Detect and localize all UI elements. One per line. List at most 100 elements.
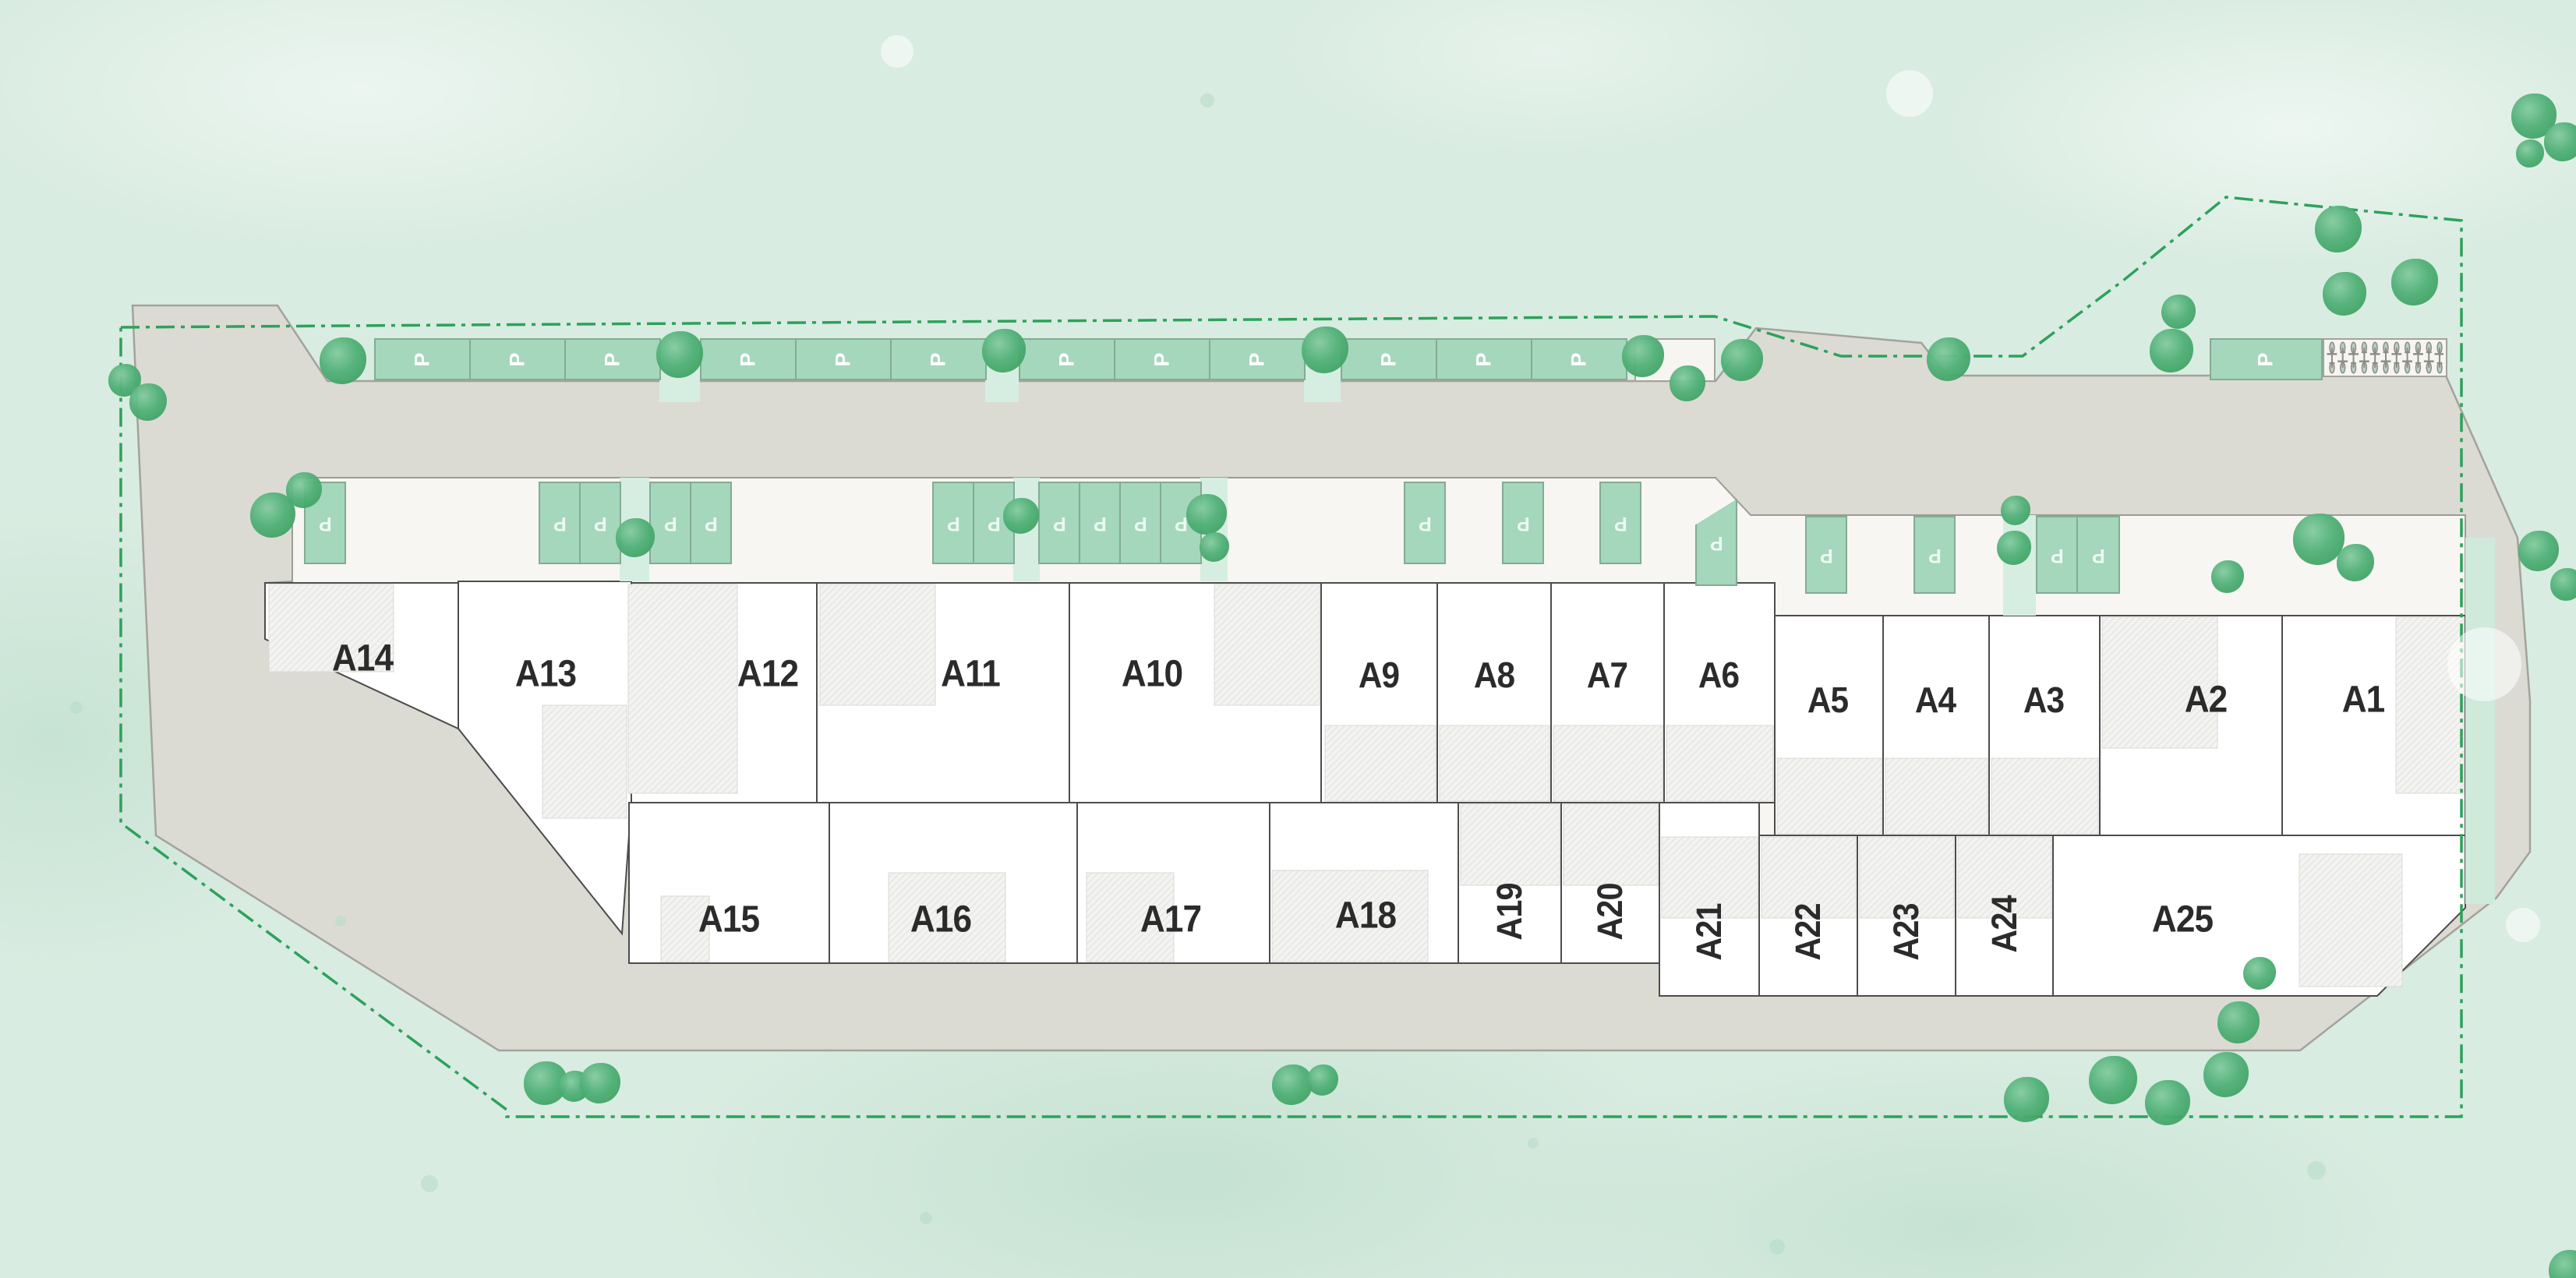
driveway-stall: P <box>649 482 691 564</box>
lot-label-a11[interactable]: A11 <box>941 653 1001 695</box>
stall-letter: P <box>946 512 960 535</box>
stall-letter: P <box>1516 512 1530 535</box>
bike-rack <box>2323 338 2447 377</box>
stall-letter: P <box>1245 351 1269 367</box>
lot-label-a14[interactable]: A14 <box>331 637 394 680</box>
parking-stall: P <box>1209 338 1306 380</box>
stall-letter: P <box>1150 351 1174 367</box>
parking-stall: P <box>469 338 566 380</box>
lot-label-a5[interactable]: A5 <box>1807 680 1849 720</box>
parking-stall: P <box>1019 338 1115 380</box>
driveway-stall: P <box>1038 482 1080 564</box>
building-pads <box>268 584 2465 987</box>
lot-label-a19[interactable]: A19 <box>1489 883 1529 941</box>
lot-label-a3[interactable]: A3 <box>2023 680 2065 720</box>
stall-letter: P <box>1819 544 1833 567</box>
driveway-stall: P <box>690 482 732 564</box>
stall-letter: P <box>926 351 950 367</box>
road-pocket <box>1634 338 1716 382</box>
lot-label-a21[interactable]: A21 <box>1689 903 1729 961</box>
lot-label-a15[interactable]: A15 <box>698 898 760 941</box>
driveway-stall: P <box>1502 482 1544 564</box>
green-verge-strip <box>2465 538 2495 904</box>
stall-letter: P <box>600 351 624 367</box>
stall-letter: P <box>1567 351 1591 367</box>
stall-letter: P <box>1052 512 1066 535</box>
lot-label-a4[interactable]: A4 <box>1914 680 1956 720</box>
planting-band <box>985 337 1019 402</box>
driveway-stall: P <box>304 482 346 564</box>
driveway-stall: P <box>539 482 581 564</box>
lot-label-a25[interactable]: A25 <box>2151 898 2214 941</box>
stall-letter: P <box>1709 531 1723 554</box>
parking-stall: P <box>374 338 471 380</box>
stall-letter: P <box>410 351 434 367</box>
stall-letter: P <box>1376 351 1401 367</box>
driveway-stall: P <box>932 482 974 564</box>
lot-a25[interactable] <box>2052 835 2466 997</box>
lot-label-a24[interactable]: A24 <box>1984 895 2024 953</box>
parking-stall: P <box>1114 338 1210 380</box>
driveway-stall: P <box>973 482 1015 564</box>
lot-label-a2[interactable]: A2 <box>2184 679 2228 721</box>
stall-letter: P <box>1613 512 1627 535</box>
stall-letter: P <box>1928 544 1942 567</box>
stall-letter: P <box>2091 544 2105 567</box>
stall-letter: P <box>505 351 529 367</box>
stall-letter: P <box>1472 351 1496 367</box>
driveway-stall: P <box>2076 516 2120 594</box>
lot-label-a22[interactable]: A22 <box>1788 903 1828 961</box>
lot-label-a7[interactable]: A7 <box>1586 655 1628 695</box>
stall-letter: P <box>831 351 855 367</box>
lot-label-a18[interactable]: A18 <box>1334 895 1397 937</box>
parking-stall: P <box>890 338 987 380</box>
lot-label-a23[interactable]: A23 <box>1886 903 1926 961</box>
lot-label-a17[interactable]: A17 <box>1140 898 1202 941</box>
driveway-stall: P <box>1119 482 1161 564</box>
parking-stall: P <box>795 338 892 380</box>
planting-band <box>620 478 649 581</box>
driveway-stall: P <box>1913 516 1956 594</box>
stall-letter: P <box>318 512 332 535</box>
driveway-stall: P <box>1599 482 1641 564</box>
stall-letter: P <box>987 512 1001 535</box>
planting-band <box>659 337 700 402</box>
lot-label-a9[interactable]: A9 <box>1358 655 1400 695</box>
lot-label-a16[interactable]: A16 <box>910 898 972 941</box>
driveway-stall: P <box>1079 482 1121 564</box>
stall-letter: P <box>553 512 567 535</box>
driveway-stall: P <box>1160 482 1202 564</box>
driveway-stall: P <box>1404 482 1446 564</box>
lot-label-a13[interactable]: A13 <box>514 653 577 695</box>
parking-stall: P <box>1341 338 1437 380</box>
lot-label-a6[interactable]: A6 <box>1698 655 1740 695</box>
driveway-stall: P <box>2036 516 2078 594</box>
stall-letter: P <box>1133 512 1147 535</box>
stall-letter: P <box>704 512 718 535</box>
stall-letter: P <box>1174 512 1188 535</box>
lot-label-a20[interactable]: A20 <box>1590 883 1630 941</box>
stall-letter: P <box>1093 512 1107 535</box>
lot-label-a1[interactable]: A1 <box>2341 679 2386 721</box>
lot-label-a12[interactable]: A12 <box>737 653 799 695</box>
stall-letter: P <box>1418 512 1432 535</box>
planting-band <box>2003 515 2036 616</box>
parking-stall: P <box>1531 338 1627 380</box>
stall-letter: P <box>736 351 760 367</box>
planting-band <box>1013 478 1040 581</box>
planting-band <box>1200 478 1228 581</box>
stall-letter: P <box>663 512 677 535</box>
stall-letter: P <box>2050 544 2064 567</box>
lot-label-a8[interactable]: A8 <box>1473 655 1515 695</box>
stall-letter: P <box>593 512 607 535</box>
parking-stall: P <box>564 338 661 380</box>
stall-letter: P <box>2253 351 2277 367</box>
planting-band <box>1304 337 1341 402</box>
lot-label-a10[interactable]: A10 <box>1121 653 1183 695</box>
parking-stall: P <box>700 338 797 380</box>
stall-letter: P <box>1055 351 1079 367</box>
bike-icons <box>2327 341 2443 374</box>
driveway-stall: P <box>1805 516 1847 594</box>
